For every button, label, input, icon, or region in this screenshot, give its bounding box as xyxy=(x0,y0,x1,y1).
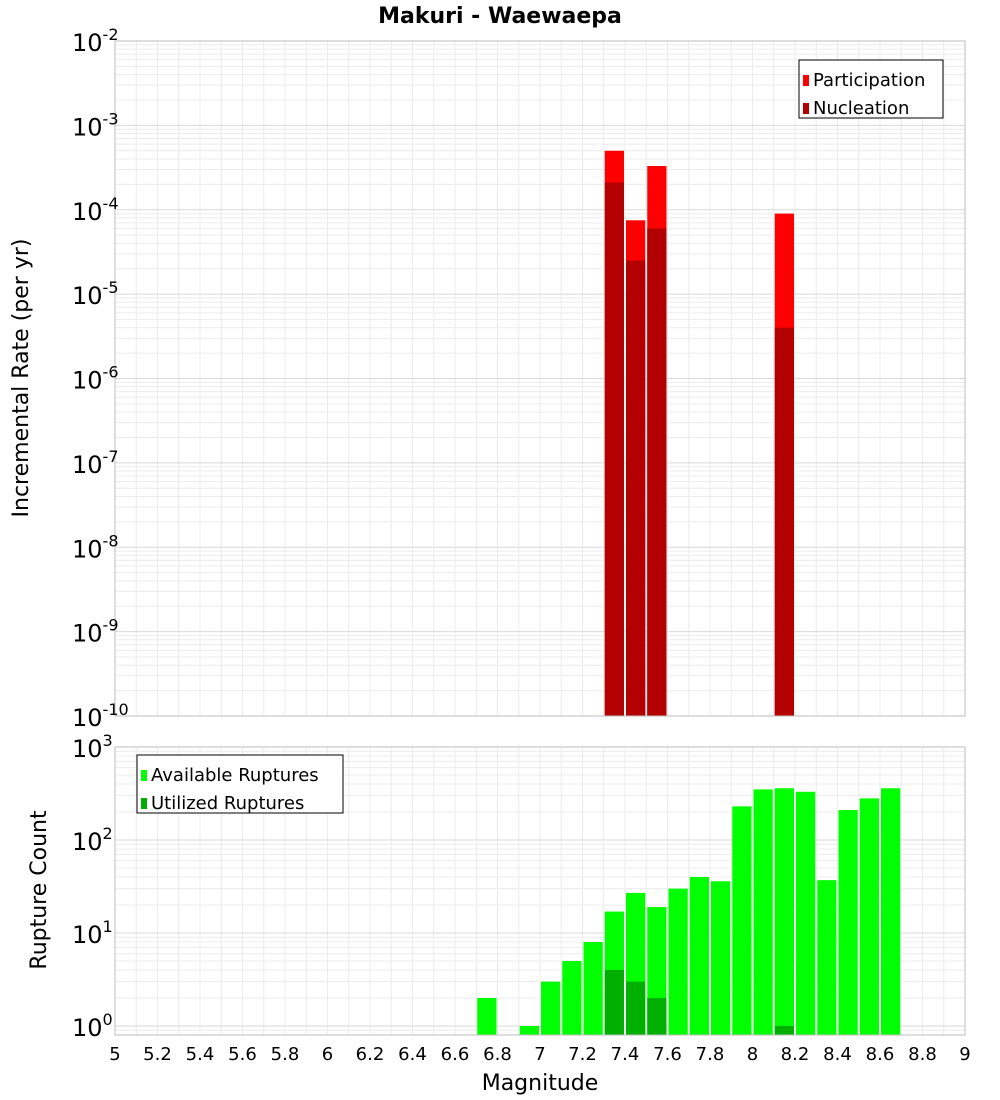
y-tick-label: 102 xyxy=(72,824,113,856)
bar xyxy=(838,810,858,1035)
legend-swatch xyxy=(803,103,809,114)
top-panel-ylabel: Incremental Rate (per yr) xyxy=(9,239,34,518)
bottom-panel: 100 101 102 103 Available Ruptures Utilized R… xyxy=(72,731,966,1042)
bar xyxy=(562,960,582,1035)
x-tick-label: 5 xyxy=(109,1044,120,1065)
x-tick-labels: 5 5.2 5.4 5.6 5.8 6 6.2 6.4 6.6 6.8 7 7.2 7.4 7.6 7.8 8… xyxy=(109,1044,970,1065)
bar xyxy=(583,942,603,1035)
legend-box xyxy=(798,59,944,119)
x-axis-label: Magnitude xyxy=(482,1071,599,1096)
x-tick-label: 7.2 xyxy=(568,1044,597,1065)
x-tick-label: 6.6 xyxy=(441,1044,470,1065)
legend-swatch xyxy=(141,798,147,809)
x-tick-label: 6.8 xyxy=(483,1044,512,1065)
series-utilized-ruptures xyxy=(604,969,794,1035)
x-tick-label: 7.6 xyxy=(653,1044,682,1065)
legend: Participation Nucleation xyxy=(798,59,944,119)
legend-swatch xyxy=(141,770,147,781)
bar xyxy=(626,981,646,1035)
bar xyxy=(711,881,731,1035)
x-tick-label: 5.6 xyxy=(228,1044,257,1065)
bar xyxy=(647,228,667,716)
top-panel: 10-10 10-9 10-8 10-7 10-6 10-5 10-4 10-3 10-2 Par… xyxy=(72,25,966,732)
bar xyxy=(774,788,794,1035)
x-tick-label: 8.6 xyxy=(866,1044,895,1065)
y-tick-label: 10-7 xyxy=(72,447,119,479)
legend-label: Participation xyxy=(813,70,925,91)
x-tick-label: 5.8 xyxy=(271,1044,300,1065)
y-tick-labels: 10-10 10-9 10-8 10-7 10-6 10-5 10-4 10-3 10-2 xyxy=(72,25,129,732)
x-tick-label: 6 xyxy=(322,1044,333,1065)
x-tick-label: 8.2 xyxy=(781,1044,810,1065)
chart-title: Makuri - Waewaepa xyxy=(378,4,622,29)
bar xyxy=(604,182,624,716)
x-tick-label: 7 xyxy=(534,1044,545,1065)
bar xyxy=(817,880,837,1035)
bar xyxy=(519,1025,539,1035)
bar xyxy=(477,997,497,1035)
x-tick-label: 7.8 xyxy=(696,1044,725,1065)
y-tick-label: 100 xyxy=(72,1010,113,1042)
y-tick-label: 10-2 xyxy=(72,25,119,57)
series-nucleation xyxy=(604,182,794,716)
bar xyxy=(774,327,794,716)
y-tick-label: 10-5 xyxy=(72,278,119,310)
x-tick-label: 5.2 xyxy=(143,1044,172,1065)
x-tick-label: 6.4 xyxy=(398,1044,427,1065)
legend-swatch xyxy=(803,75,809,86)
legend-label: Available Ruptures xyxy=(151,765,319,786)
y-tick-label: 10-4 xyxy=(72,194,119,226)
x-tick-label: 9 xyxy=(959,1044,970,1065)
y-tick-label: 10-6 xyxy=(72,363,119,395)
grid-lines xyxy=(114,40,966,717)
bar xyxy=(541,981,561,1035)
bar xyxy=(732,806,752,1035)
bar xyxy=(668,888,688,1035)
plot-frame xyxy=(114,746,966,1036)
plot-frame xyxy=(114,40,966,717)
x-tick-label: 5.4 xyxy=(186,1044,215,1065)
bottom-panel-ylabel: Rupture Count xyxy=(27,810,52,970)
x-tick-label: 8.8 xyxy=(908,1044,937,1065)
legend-box xyxy=(136,754,344,814)
bar xyxy=(881,788,901,1035)
bar xyxy=(626,260,646,716)
bar xyxy=(774,1025,794,1035)
y-tick-label: 10-3 xyxy=(72,109,119,141)
y-tick-label: 10-8 xyxy=(72,531,119,563)
series-available-ruptures xyxy=(477,788,901,1035)
bar xyxy=(753,789,773,1035)
y-tick-label: 103 xyxy=(72,731,113,763)
bar xyxy=(796,791,816,1035)
bar xyxy=(859,798,879,1035)
legend-label: Utilized Ruptures xyxy=(151,793,304,814)
y-tick-label: 10-9 xyxy=(72,616,119,648)
x-tick-label: 8.4 xyxy=(823,1044,852,1065)
y-tick-labels: 100 101 102 103 xyxy=(72,731,113,1042)
x-tick-label: 8 xyxy=(747,1044,758,1065)
x-tick-label: 6.2 xyxy=(356,1044,385,1065)
y-tick-label: 101 xyxy=(72,917,113,949)
x-tick-label: 7.4 xyxy=(611,1044,640,1065)
bar xyxy=(689,877,709,1035)
y-tick-label: 10-10 xyxy=(72,700,129,732)
legend: Available Ruptures Utilized Ruptures xyxy=(136,754,344,814)
bar xyxy=(604,969,624,1035)
bar xyxy=(647,997,667,1035)
legend-label: Nucleation xyxy=(813,98,909,119)
